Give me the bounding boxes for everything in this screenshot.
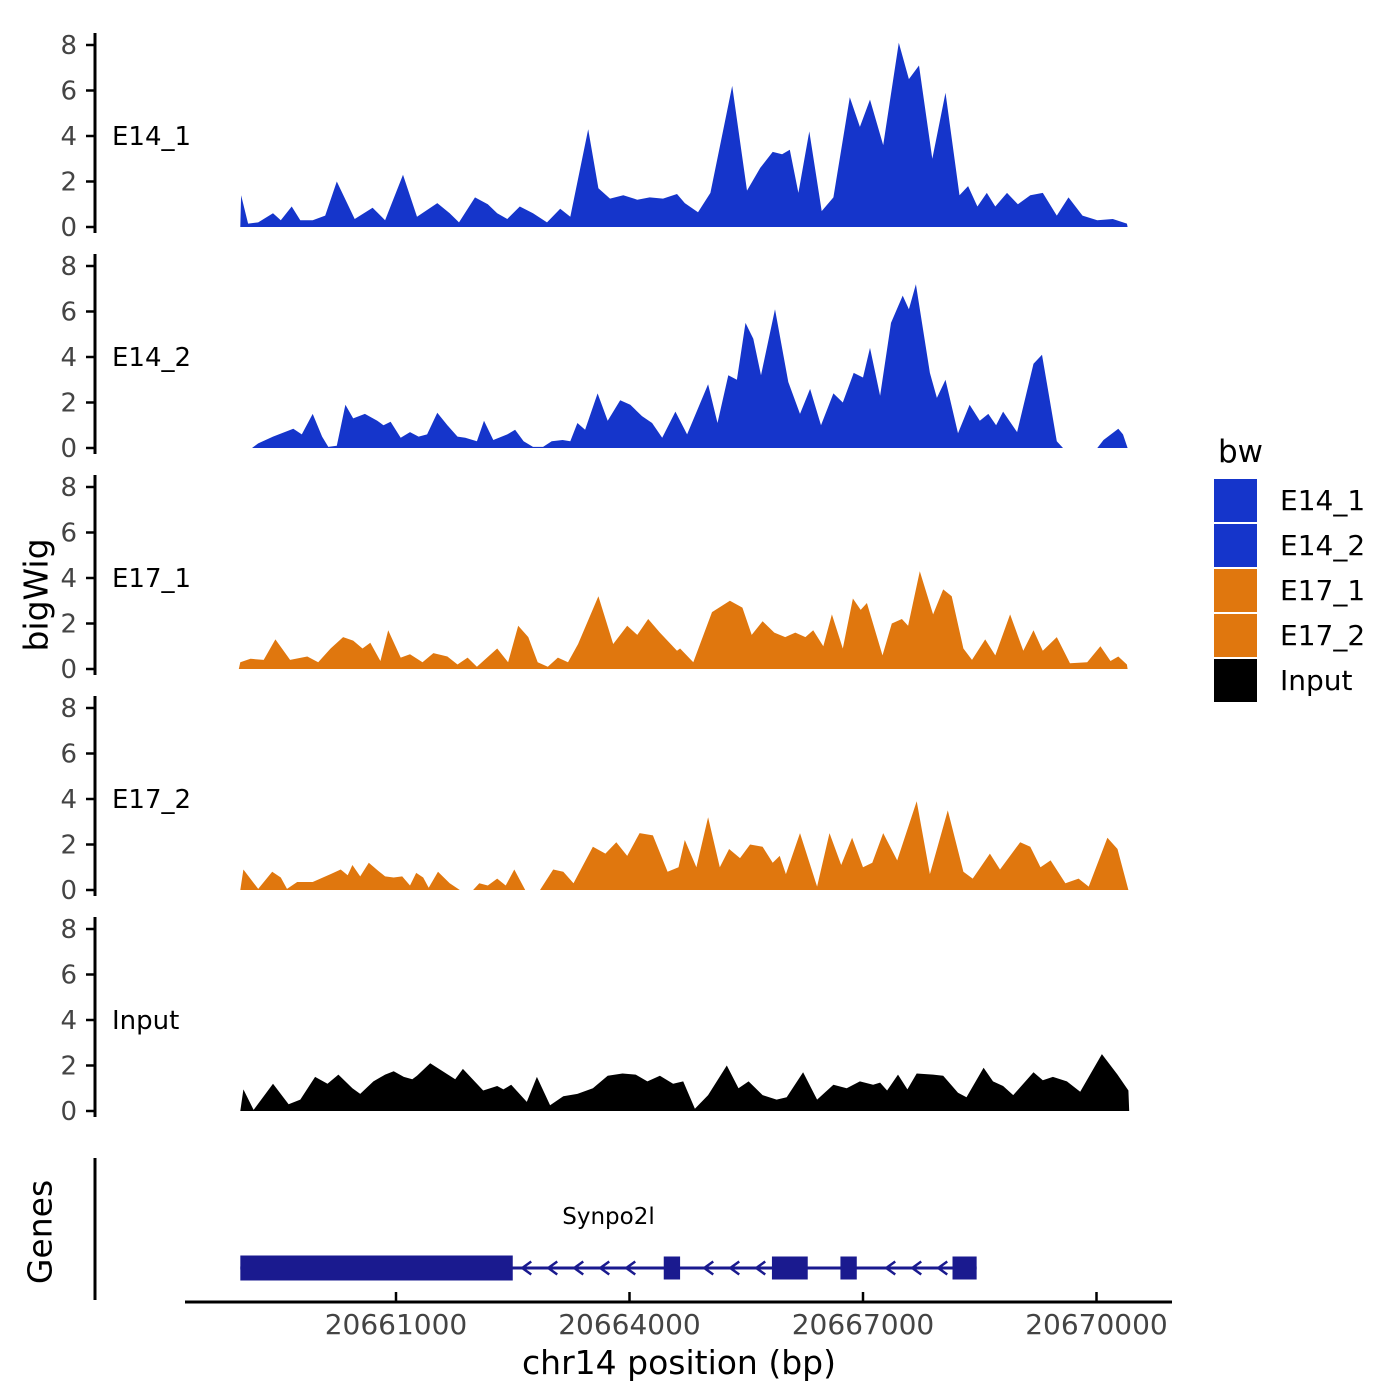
gene-strand-arrow xyxy=(624,1260,636,1276)
y-tick-label: 2 xyxy=(60,168,77,198)
legend-label-Input: Input xyxy=(1280,664,1353,697)
track-label-E17_2: E17_2 xyxy=(112,785,191,815)
y-tick-label: 6 xyxy=(60,519,77,549)
x-tick-label: 20661000 xyxy=(325,1308,468,1341)
track-label-E14_1: E14_1 xyxy=(112,122,191,152)
gene-strand-arrow xyxy=(884,1260,896,1276)
x-tick-label: 20667000 xyxy=(792,1308,935,1341)
track-panel-E17_2: 0 2 4 6 8 E17_2 xyxy=(60,694,1129,906)
y-tick-label: 0 xyxy=(60,876,77,906)
gene-strand-arrow xyxy=(598,1260,610,1276)
x-axis-title: chr14 position (bp) xyxy=(522,1343,836,1382)
legend-swatch-E14_1 xyxy=(1214,479,1257,522)
y-tick-label: 6 xyxy=(60,298,77,328)
y-tick-label: 4 xyxy=(60,785,77,815)
legend-swatch-E14_2 xyxy=(1214,524,1257,567)
legend: bw E14_1 E14_2 E17_1 E17_2 Input xyxy=(1214,434,1365,704)
legend-swatch-E17_2 xyxy=(1214,614,1257,657)
track-label-E17_1: E17_1 xyxy=(112,564,191,594)
coverage-area-E17_2 xyxy=(240,801,1129,890)
y-tick-label: 6 xyxy=(60,740,77,770)
legend-row-E14_2: E14_2 xyxy=(1214,524,1365,567)
gene-strand-arrow xyxy=(572,1260,584,1276)
coverage-area-Input xyxy=(240,1054,1130,1111)
legend-label-E14_1: E14_1 xyxy=(1280,484,1366,517)
y-tick-label: 8 xyxy=(60,694,77,724)
gene-strand-arrow xyxy=(702,1260,714,1276)
gene-exon xyxy=(840,1256,857,1280)
y-tick-label: 4 xyxy=(60,343,77,373)
legend-label-E17_2: E17_2 xyxy=(1280,619,1366,652)
gene-exon xyxy=(771,1256,808,1280)
y-tick-label: 8 xyxy=(60,31,77,61)
y-tick-label: 0 xyxy=(60,213,77,243)
y-tick-label: 2 xyxy=(60,389,77,419)
gene-exon xyxy=(952,1256,977,1280)
track-panel-E14_2: 0 2 4 6 8 E14_2 xyxy=(60,252,1128,464)
track-panel-E14_1: 0 2 4 6 8 E14_1 xyxy=(60,31,1128,243)
coverage-area-E17_1 xyxy=(238,571,1128,669)
y-tick-label: 2 xyxy=(60,831,77,861)
x-axis: 20661000 20664000 20667000 20670000 xyxy=(185,1292,1172,1341)
y-tick-label: 0 xyxy=(60,655,77,685)
legend-swatch-E17_1 xyxy=(1214,569,1257,612)
legend-swatch-Input xyxy=(1214,659,1257,702)
legend-label-E17_1: E17_1 xyxy=(1280,574,1366,607)
coverage-area-E14_1 xyxy=(240,42,1128,228)
legend-label-E14_2: E14_2 xyxy=(1280,529,1366,562)
y-tick-label: 8 xyxy=(60,473,77,503)
gene-label: Synpo2l xyxy=(562,1204,654,1230)
legend-title: bw xyxy=(1218,434,1264,470)
track-label-Input: Input xyxy=(112,1006,179,1036)
y-tick-label: 6 xyxy=(60,77,77,107)
genes-panel-title: Genes xyxy=(20,1179,60,1285)
gene-exon xyxy=(663,1256,681,1280)
y-tick-label: 2 xyxy=(60,1052,77,1082)
x-tick-label: 20670000 xyxy=(1025,1308,1168,1341)
coverage-area-E14_2 xyxy=(252,284,1128,448)
gene-strand-arrow xyxy=(546,1260,558,1276)
track-panel-E17_1: 0 2 4 6 8 E17_1 xyxy=(60,473,1128,685)
legend-row-E17_2: E17_2 xyxy=(1214,614,1365,657)
y-tick-label: 4 xyxy=(60,122,77,152)
y-tick-label: 6 xyxy=(60,961,77,991)
y-axis-title: bigWig xyxy=(16,538,56,652)
x-tick-label: 20664000 xyxy=(558,1308,701,1341)
track-label-E14_2: E14_2 xyxy=(112,343,191,373)
track-panel-Input: 0 2 4 6 8 Input xyxy=(60,915,1130,1127)
y-tick-label: 4 xyxy=(60,1006,77,1036)
legend-row-Input: Input xyxy=(1214,659,1365,702)
gene-strand-arrow xyxy=(936,1260,948,1276)
y-tick-label: 2 xyxy=(60,610,77,640)
y-tick-label: 0 xyxy=(60,434,77,464)
y-tick-label: 8 xyxy=(60,915,77,945)
y-tick-label: 8 xyxy=(60,252,77,282)
y-tick-label: 0 xyxy=(60,1097,77,1127)
legend-row-E14_1: E14_1 xyxy=(1214,479,1365,522)
gene-strand-arrow xyxy=(520,1260,532,1276)
gene-strand-arrow xyxy=(728,1260,740,1276)
legend-row-E17_1: E17_1 xyxy=(1214,569,1365,612)
y-tick-label: 4 xyxy=(60,564,77,594)
gene-strand-arrow xyxy=(910,1260,922,1276)
gene-thick-exon xyxy=(240,1255,513,1281)
gene-strand-arrow xyxy=(754,1260,766,1276)
genes-panel: Synpo2l xyxy=(93,1158,977,1300)
